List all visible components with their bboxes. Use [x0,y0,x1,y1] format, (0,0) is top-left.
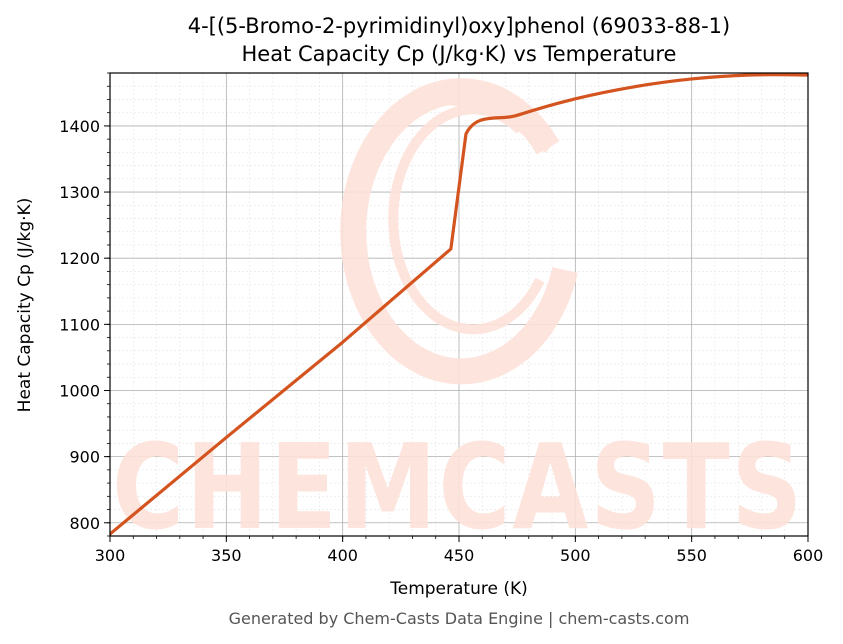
x-axis: 300 350 400 450 500 550 600 [95,536,824,565]
x-tick-label: 350 [211,546,242,565]
y-tick-label: 1400 [59,117,100,136]
y-axis-label: Heat Capacity Cp (J/kg·K) [15,198,35,413]
y-tick-label: 1300 [59,183,100,202]
watermark-logo-icon [340,78,578,385]
x-tick-label: 400 [327,546,358,565]
x-tick-label: 500 [560,546,591,565]
y-tick-label: 800 [69,514,100,533]
y-tick-label: 900 [69,448,100,467]
y-tick-label: 1100 [59,315,100,334]
x-tick-label: 600 [793,546,824,565]
watermark-text: CHEMCASTS [112,418,804,556]
chart-subtitle: Heat Capacity Cp (J/kg·K) vs Temperature [242,42,677,66]
x-axis-label: Temperature (K) [389,579,528,599]
x-tick-label: 450 [444,546,475,565]
y-tick-label: 1000 [59,381,100,400]
footer-credit: Generated by Chem-Casts Data Engine | ch… [229,609,690,628]
x-tick-label: 300 [95,546,126,565]
y-tick-label: 1200 [59,249,100,268]
y-axis: 800 900 1000 1100 1200 1300 1400 [59,72,110,537]
series-line [110,73,808,536]
x-tick-label: 550 [676,546,707,565]
chart-title: 4-[(5-Bromo-2-pyrimidinyl)oxy]phenol (69… [188,14,731,38]
